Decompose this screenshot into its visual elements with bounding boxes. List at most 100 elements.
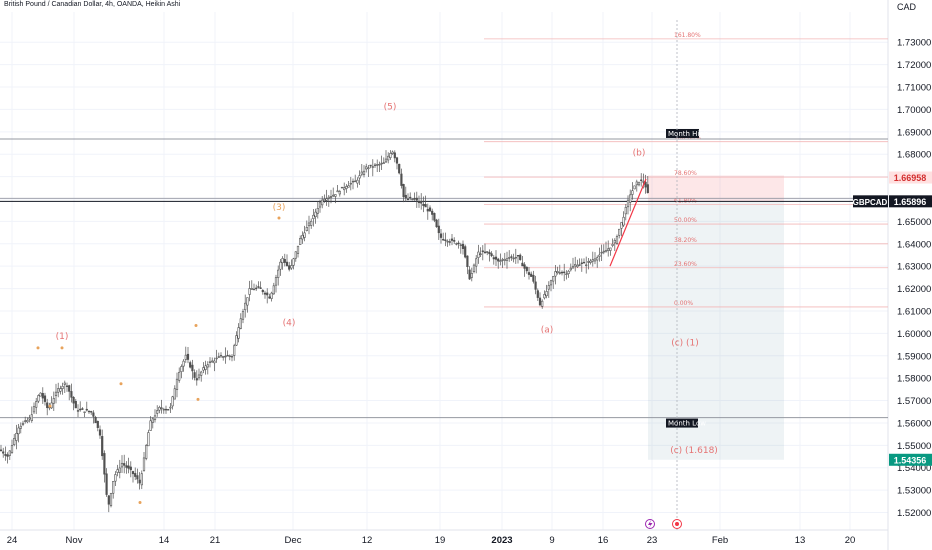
- candle-body: [180, 366, 183, 372]
- candle-body: [391, 151, 394, 154]
- candle-body: [24, 420, 27, 422]
- y-tick-label: 1.73000: [897, 38, 931, 49]
- wave-label: (3): [273, 203, 286, 213]
- x-tick-label: Nov: [66, 535, 83, 546]
- candle-body: [252, 288, 256, 291]
- candle-body: [316, 208, 319, 214]
- candle-body: [32, 406, 36, 413]
- candle-body: [624, 207, 627, 215]
- candle-body: [552, 276, 555, 282]
- candle-body: [620, 222, 623, 229]
- x-tick-label: 13: [795, 535, 806, 546]
- candle-body: [153, 415, 157, 421]
- candle-body: [202, 367, 205, 371]
- candle-body: [72, 396, 75, 404]
- entry-price-tag: 1.66958: [889, 171, 932, 184]
- candle-body: [461, 243, 465, 249]
- candle-body: [224, 355, 227, 358]
- candle-body: [510, 256, 513, 258]
- candle-body: [585, 264, 588, 267]
- y-tick-label: 1.53000: [897, 486, 931, 497]
- candle-body: [554, 271, 557, 277]
- candle-body: [503, 258, 506, 261]
- candle-body: [151, 418, 154, 423]
- candle-body: [76, 410, 80, 412]
- candle-body: [158, 407, 161, 411]
- candle-body: [272, 285, 275, 295]
- candle-body: [565, 273, 568, 276]
- target-zone: [648, 201, 784, 460]
- candle-body: [230, 355, 234, 358]
- candle-body: [226, 354, 229, 357]
- candle-body: [629, 194, 632, 203]
- candle-body: [406, 198, 410, 201]
- candle-body: [444, 239, 447, 242]
- candle-body: [389, 153, 392, 158]
- candle-body: [626, 199, 630, 208]
- candle-body: [508, 257, 511, 259]
- candle-body: [607, 248, 610, 251]
- candle-body: [35, 401, 38, 408]
- candle-body: [613, 240, 616, 244]
- candle-body: [492, 257, 495, 260]
- candle-body: [149, 420, 152, 431]
- candle-body: [521, 262, 524, 267]
- x-tick-label: 19: [435, 535, 446, 546]
- candle-body: [112, 481, 115, 494]
- candle-body: [219, 354, 223, 357]
- candle-body: [134, 473, 137, 477]
- candle-body: [156, 410, 159, 414]
- x-tick-label: 20: [845, 535, 856, 546]
- sub-wave-marker: [119, 382, 123, 386]
- candle-body: [65, 385, 69, 387]
- candle-body: [367, 167, 370, 170]
- fib-level-label: 161.80%: [674, 32, 701, 39]
- candle-body: [178, 371, 181, 381]
- candle-body: [538, 297, 542, 306]
- candle-body: [543, 294, 546, 299]
- candle-body: [530, 273, 533, 277]
- stop-zone: [648, 175, 784, 202]
- candle-body: [79, 408, 82, 411]
- month-high-tag: Month High: [666, 128, 708, 138]
- y-tick-label: 1.59000: [897, 351, 931, 362]
- candle-body: [131, 471, 135, 475]
- candle-body: [422, 204, 425, 206]
- candle-body: [215, 357, 218, 360]
- candle-body: [387, 155, 390, 161]
- candle-body: [358, 175, 361, 179]
- candle-body: [41, 393, 44, 399]
- candle-body: [182, 360, 185, 367]
- candle-body: [266, 292, 269, 296]
- candle-body: [321, 199, 324, 206]
- x-tick-label: 23: [647, 535, 658, 546]
- candle-body: [109, 493, 113, 507]
- candle-body: [175, 378, 179, 390]
- symbol-label: GBPCAD: [853, 198, 888, 207]
- fib-level-label: 38.20%: [674, 237, 697, 244]
- candle-body: [28, 417, 31, 420]
- candle-body: [2, 451, 5, 454]
- candle-body: [549, 280, 553, 286]
- candle-body: [107, 495, 110, 505]
- y-tick-label: 1.61000: [897, 306, 931, 317]
- wave-label: (c) (1): [671, 339, 699, 349]
- candle-body: [310, 220, 313, 226]
- candle-body: [101, 436, 104, 457]
- candle-body: [420, 200, 423, 204]
- candle-body: [268, 296, 271, 299]
- y-tick-label: 1.68000: [897, 150, 931, 161]
- x-tick-label: 21: [210, 535, 221, 546]
- candle-body: [644, 181, 647, 188]
- candle-body: [428, 207, 432, 212]
- flag-glyph: [675, 522, 679, 526]
- candle-body: [382, 162, 385, 164]
- candle-body: [164, 408, 168, 411]
- candle-body: [343, 187, 346, 191]
- candle-body: [516, 254, 520, 257]
- candle-body: [90, 411, 93, 413]
- symbol-tag: GBPCAD: [853, 195, 888, 208]
- candle-body: [299, 238, 302, 245]
